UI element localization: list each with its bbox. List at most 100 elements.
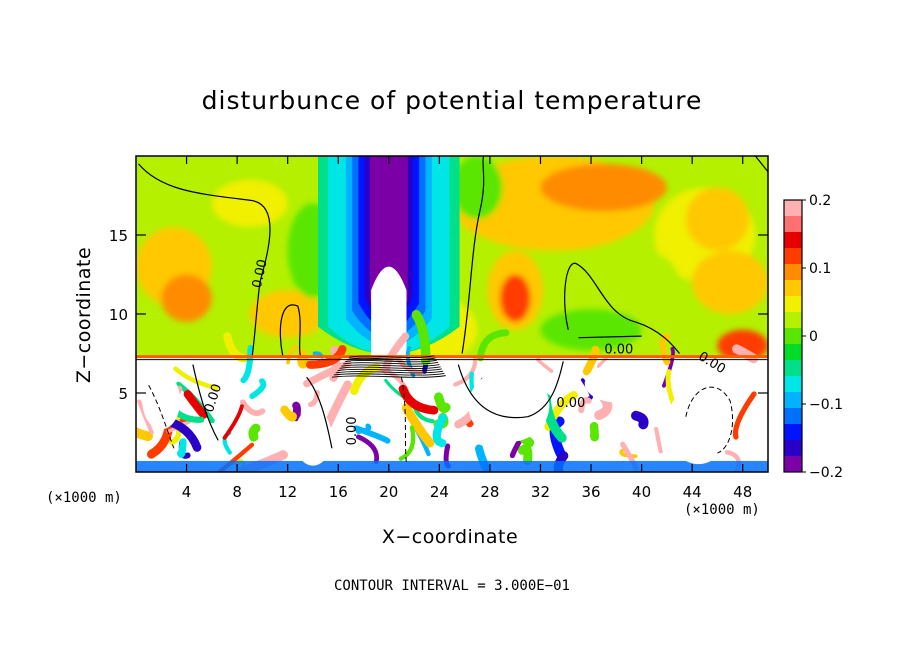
contour-line — [279, 304, 301, 356]
contour-line-dense — [333, 372, 445, 376]
streak — [654, 427, 663, 454]
colorbar-segment — [784, 248, 802, 265]
streak — [401, 403, 435, 448]
streak — [176, 438, 187, 458]
x-tick-label: 16 — [329, 483, 348, 501]
streak — [398, 425, 416, 461]
colorbar-tick-label: 0 — [809, 329, 818, 345]
colorbar-segment — [784, 424, 802, 441]
colorbar-segment — [784, 360, 802, 377]
shade-blob — [692, 250, 768, 314]
contour-line-dense — [339, 366, 441, 369]
colorbar-segment — [784, 296, 802, 313]
contour-line-dense — [345, 359, 437, 363]
plot-area — [136, 156, 768, 472]
streak — [353, 425, 391, 444]
streak — [619, 448, 638, 459]
streak — [137, 399, 154, 435]
colorbar-segment — [784, 232, 802, 249]
lower-field — [136, 309, 768, 472]
streak — [398, 384, 439, 415]
contour-lines: 0.000.000.00 0.000.000.00 — [138, 156, 768, 465]
colorbar-segment — [784, 200, 802, 217]
colorbar-segment — [784, 456, 802, 473]
colorbar: 0.2 0.1 0 −0.1 −0.2 — [783, 193, 843, 481]
colorbar-segment — [784, 344, 802, 361]
y-tick-label: 10 — [109, 306, 128, 324]
streak — [659, 333, 671, 366]
x-tick-label: 48 — [733, 483, 752, 501]
streak — [355, 434, 380, 464]
streak — [517, 444, 533, 466]
streak — [173, 366, 219, 391]
streak — [631, 410, 649, 430]
cold-plume — [318, 156, 460, 357]
streak — [248, 423, 261, 442]
contour-line-dense — [348, 355, 435, 358]
streak — [305, 345, 347, 369]
white-pocket — [142, 372, 181, 430]
shade-blob — [500, 274, 531, 322]
contour-line-dense — [337, 368, 442, 372]
colorbar-segment — [784, 376, 802, 393]
shade-blob — [249, 290, 326, 338]
colorbar-segment — [784, 280, 802, 297]
colorbar-segment — [784, 392, 802, 409]
shade-blob — [685, 187, 750, 251]
field-shading — [136, 156, 768, 362]
shade-blob — [161, 274, 212, 322]
contour-line-dense — [343, 361, 439, 365]
contour-label: 0.00 — [556, 396, 585, 411]
x-tick-label: 4 — [182, 483, 192, 501]
contour-line-dense — [335, 370, 444, 374]
colorbar-tick-label: −0.1 — [809, 397, 843, 413]
x-tick-label: 28 — [480, 483, 499, 501]
x-tick-label: 20 — [379, 483, 398, 501]
streak — [350, 363, 381, 395]
streak — [280, 405, 297, 422]
colorbar-tick-label: 0.2 — [809, 193, 831, 209]
streak — [136, 426, 153, 442]
colorbar-segment — [784, 408, 802, 425]
contour-line — [192, 364, 219, 441]
contour-line-dense — [331, 375, 446, 378]
x-tick-label: 40 — [632, 483, 651, 501]
chart-title: disturbunce of potential temperature — [201, 86, 703, 115]
streak — [477, 329, 510, 362]
streak — [589, 421, 599, 442]
white-pocket — [584, 364, 648, 403]
streak — [240, 399, 266, 416]
streak — [249, 378, 267, 400]
contour-line-dashed — [685, 386, 734, 454]
streak — [222, 404, 244, 440]
shade-blob — [452, 156, 503, 220]
contour-line — [138, 163, 271, 356]
bottom-strip — [136, 460, 768, 472]
x-tick-label: 24 — [430, 483, 449, 501]
colorbar-segment — [784, 264, 802, 281]
shade-blob — [717, 329, 768, 362]
x-tick-label: 36 — [581, 483, 600, 501]
contour-line-dense — [346, 357, 436, 361]
white-pocket — [294, 408, 332, 466]
streak — [434, 392, 451, 414]
contour-line — [461, 156, 485, 354]
colorbar-tick-label: −0.2 — [809, 465, 843, 481]
streak — [732, 391, 757, 440]
x-unit-label-left: (×1000 m) — [46, 490, 122, 506]
white-pocket — [666, 385, 731, 465]
shade-blob — [211, 179, 288, 228]
x-tick-label: 32 — [531, 483, 550, 501]
contour-line-dashed — [400, 377, 407, 465]
white-pocket — [468, 369, 550, 442]
contour-line — [306, 376, 333, 449]
colorbar-segment — [784, 440, 802, 457]
streak — [578, 397, 592, 414]
colorbar-segment — [784, 312, 802, 329]
x-tick-label: 12 — [278, 483, 297, 501]
x-axis-label: X−coordinate — [381, 526, 519, 548]
streak — [240, 344, 254, 384]
